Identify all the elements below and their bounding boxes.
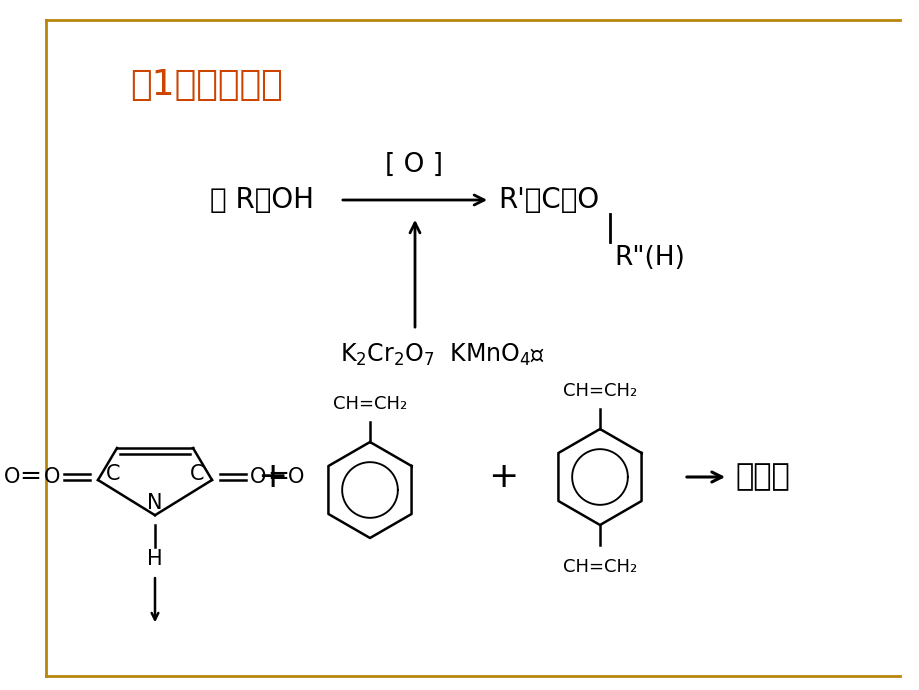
- Text: O: O: [4, 467, 20, 487]
- Text: +: +: [256, 460, 287, 494]
- Text: （1）氧化作用: （1）氧化作用: [130, 68, 282, 102]
- Text: CH=CH₂: CH=CH₂: [562, 558, 637, 576]
- Text: R"(H): R"(H): [613, 245, 684, 271]
- Text: R'－C＝O: R'－C＝O: [497, 186, 598, 214]
- Text: +: +: [487, 460, 517, 494]
- Text: C: C: [106, 464, 120, 484]
- Text: H: H: [147, 549, 163, 569]
- Text: 如 R－OH: 如 R－OH: [210, 186, 313, 214]
- Text: K$_2$Cr$_2$O$_7$  KMnO$_4$等: K$_2$Cr$_2$O$_7$ KMnO$_4$等: [340, 342, 544, 368]
- Text: =: =: [19, 464, 41, 490]
- Text: O: O: [288, 467, 304, 487]
- Text: CH=CH₂: CH=CH₂: [333, 395, 407, 413]
- Text: N: N: [147, 493, 163, 513]
- Text: O: O: [44, 467, 60, 487]
- Text: CH=CH₂: CH=CH₂: [562, 382, 637, 400]
- Text: =: =: [267, 464, 289, 490]
- Text: O: O: [250, 467, 266, 487]
- Text: [ O ]: [ O ]: [384, 152, 443, 178]
- Text: 共聚物: 共聚物: [734, 462, 789, 491]
- Text: C: C: [189, 464, 204, 484]
